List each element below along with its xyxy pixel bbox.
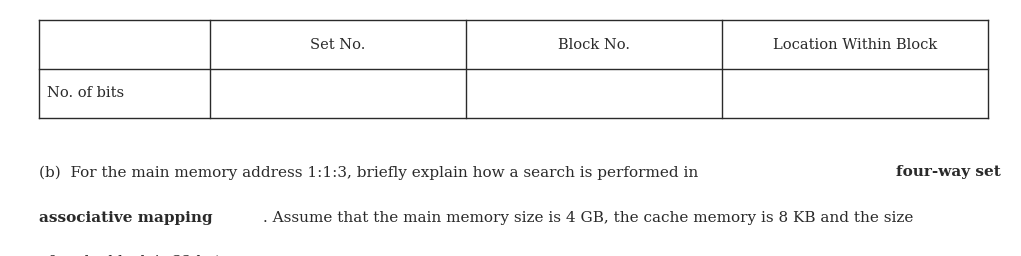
Text: four-way set: four-way set — [895, 165, 1001, 179]
Text: associative mapping: associative mapping — [39, 211, 212, 225]
Text: (b)  For the main memory address 1:1:3, briefly explain how a search is performe: (b) For the main memory address 1:1:3, b… — [39, 165, 702, 179]
Text: . Assume that the main memory size is 4 GB, the cache memory is 8 KB and the siz: . Assume that the main memory size is 4 … — [262, 211, 913, 225]
Text: Set No.: Set No. — [310, 38, 366, 52]
Text: of cache block is 32 bytes.: of cache block is 32 bytes. — [39, 255, 242, 256]
Text: Location Within Block: Location Within Block — [773, 38, 937, 52]
Text: Block No.: Block No. — [558, 38, 630, 52]
Text: No. of bits: No. of bits — [47, 87, 125, 100]
